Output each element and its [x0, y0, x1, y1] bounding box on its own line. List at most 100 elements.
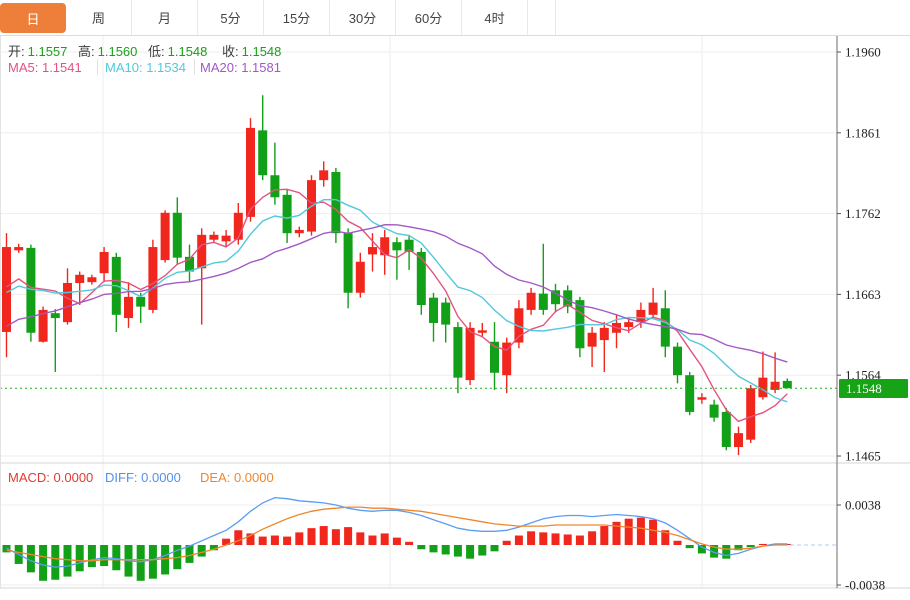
- macd-hist-bar: [758, 543, 767, 545]
- ma5-group: MA5: 1.1541: [8, 60, 82, 75]
- macd-hist-bar: [527, 531, 536, 545]
- low-label: 低:: [148, 44, 165, 59]
- macd-hist-bar: [185, 545, 194, 563]
- open-value: 1.1557: [27, 44, 68, 59]
- macd-hist-bar: [685, 545, 694, 549]
- candle-body: [136, 296, 146, 307]
- ma10-line: [6, 198, 788, 403]
- candle-body: [148, 247, 158, 310]
- macd-hist-bar: [26, 545, 35, 573]
- tab-4[interactable]: 5分: [198, 0, 264, 35]
- timeframe-tabbar: 日周月 5分 15分 30分 60分 4时: [0, 0, 910, 36]
- candle-body: [770, 381, 780, 390]
- macd-hist-bar: [283, 536, 292, 545]
- macd-hist-bar: [392, 537, 401, 545]
- candle-body: [99, 251, 109, 274]
- macd-hist-bar: [209, 545, 218, 551]
- axis-tick-label: 1.1564: [845, 368, 881, 383]
- axis-tick-label: 1.1762: [845, 206, 881, 221]
- macd-hist-bar: [197, 545, 206, 557]
- candle-body: [331, 171, 341, 234]
- candle-body: [465, 327, 475, 381]
- macd-hist-bar: [466, 545, 475, 559]
- candle-body: [636, 309, 646, 323]
- macd-group: MACD: 0.0000: [8, 470, 93, 485]
- candle-body: [551, 290, 560, 305]
- ohlc-high-group: 高: 1.1560: [78, 41, 137, 60]
- macd-hist-bar: [649, 519, 658, 545]
- macd-hist-bar: [490, 545, 499, 552]
- candle-body: [502, 342, 512, 376]
- macd-hist-bar: [441, 545, 450, 555]
- candle-body: [758, 377, 768, 398]
- tab-1[interactable]: 日: [0, 3, 66, 33]
- macd-hist-bar: [136, 545, 145, 581]
- ma20-label: MA20:: [200, 60, 238, 75]
- macd-hist-bar: [405, 541, 414, 545]
- candle-body: [538, 293, 548, 310]
- axis-tick-label: 1.1465: [845, 449, 881, 464]
- macd-hist-bar: [331, 529, 340, 545]
- macd-hist-bar: [673, 540, 682, 545]
- high-label: 高:: [78, 44, 95, 59]
- macd-hist-bar: [380, 533, 389, 545]
- candle-body: [477, 330, 487, 333]
- macd-hist-bar: [502, 540, 511, 545]
- tab-2[interactable]: 周: [66, 0, 132, 35]
- tabbar-separator: [555, 0, 556, 35]
- macd-hist-bar: [746, 545, 755, 548]
- macd-hist-bar: [612, 521, 621, 545]
- macd-hist-bar: [710, 545, 719, 558]
- tab-5[interactable]: 15分: [264, 0, 330, 35]
- tab-8[interactable]: 4时: [462, 0, 528, 35]
- macd-hist-bar: [112, 545, 121, 571]
- candle-body: [233, 212, 243, 240]
- candle-body: [209, 234, 219, 240]
- dea-label: DEA:: [200, 470, 231, 485]
- ma10-group: MA10: 1.1534: [105, 60, 186, 75]
- tab-7[interactable]: 60分: [396, 0, 462, 35]
- macd-hist-bar: [697, 545, 706, 554]
- macd-hist-bar: [246, 533, 255, 545]
- candle-body: [294, 229, 304, 234]
- macd-hist-bar: [588, 531, 597, 545]
- macd-hist-bar: [563, 534, 572, 545]
- ma10-label: MA10:: [105, 60, 143, 75]
- candle-body: [599, 327, 609, 341]
- macd-hist-bar: [51, 545, 60, 580]
- candle-body: [587, 332, 597, 347]
- candle-body: [404, 239, 414, 252]
- ma20-line: [6, 223, 788, 363]
- candle-body: [685, 375, 695, 412]
- ohlc-open-group: 开: 1.1557: [8, 41, 67, 60]
- dea-value: 0.0000: [233, 470, 274, 485]
- axis-tick-label: 1.1663: [845, 287, 881, 302]
- macd-hist-bar: [319, 526, 328, 545]
- macd-hist-bar: [270, 535, 279, 545]
- macd-hist-bar: [429, 545, 438, 553]
- axis-tick-label: 0.0038: [845, 498, 881, 513]
- candle-body: [75, 274, 85, 283]
- tab-6[interactable]: 30分: [330, 0, 396, 35]
- tab-3[interactable]: 月: [132, 0, 198, 35]
- macd-hist-bar: [417, 545, 426, 550]
- axis-tick-label: -0.0038: [845, 578, 885, 593]
- open-label: 开:: [8, 44, 25, 59]
- close-label: 收:: [222, 44, 239, 59]
- macd-hist-bar: [624, 518, 633, 545]
- macd-hist-bar: [63, 545, 72, 577]
- close-value: 1.1548: [241, 44, 282, 59]
- dea-line: [6, 506, 788, 562]
- macd-hist-bar: [551, 533, 560, 545]
- low-value: 1.1548: [167, 44, 208, 59]
- ma20-group: MA20: 1.1581: [200, 60, 281, 75]
- macd-hist-bar: [307, 528, 316, 545]
- candle-body: [343, 233, 353, 293]
- candle-body: [38, 309, 48, 342]
- candle-body: [124, 296, 133, 319]
- candle-body: [87, 277, 97, 283]
- macd-hist-bar: [100, 545, 109, 567]
- candle-body: [221, 235, 231, 242]
- macd-hist-bar: [344, 527, 353, 545]
